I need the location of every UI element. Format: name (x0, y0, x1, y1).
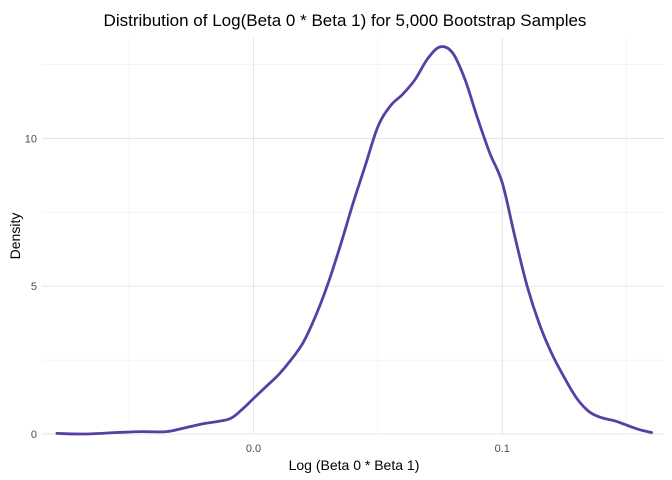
y-axis-label: Density (7, 213, 23, 260)
x-tick-label: 0.1 (495, 443, 510, 455)
y-tick-label: 5 (31, 281, 37, 293)
y-tick-label: 10 (25, 133, 37, 145)
y-tick-label: 0 (31, 429, 37, 441)
x-axis-label: Log (Beta 0 * Beta 1) (289, 457, 420, 473)
y-axis-ticks: 0 5 10 (25, 133, 37, 441)
series-layer (55, 45, 653, 436)
chart-title: Distribution of Log(Beta 0 * Beta 1) for… (104, 11, 587, 30)
major-gridlines (42, 38, 664, 435)
density-curve (55, 45, 653, 436)
x-tick-label: 0.0 (246, 443, 261, 455)
minor-gridlines (42, 38, 664, 434)
x-axis-ticks: 0.0 0.1 (246, 443, 510, 455)
